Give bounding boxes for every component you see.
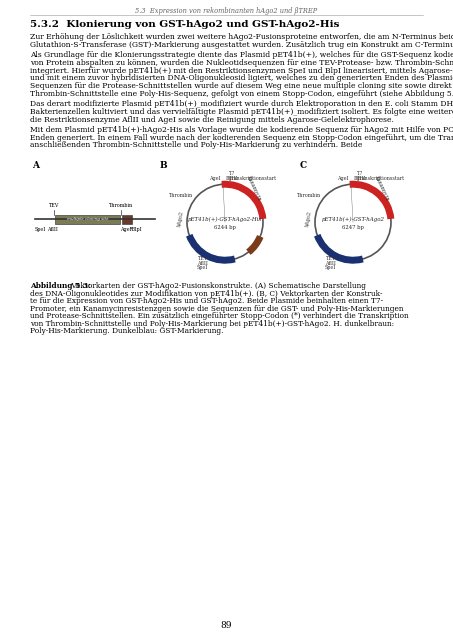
Text: B: B [160,161,168,170]
Text: Das derart modifizierte Plasmid pET41b(+)_modifiziert wurde durch Elektroporatio: Das derart modifizierte Plasmid pET41b(+… [30,100,453,108]
Text: Zur Erhöhung der Löslichkeit wurden zwei weitere hAgo2-Fusionsproteine entworfen: Zur Erhöhung der Löslichkeit wurden zwei… [30,33,453,41]
Text: von Thrombin-Schnittstelle und Poly-His-Markierung bei pET41b(+)-GST-hAgo2. H. d: von Thrombin-Schnittstelle und Poly-His-… [30,320,394,328]
Text: Thrombin: Thrombin [169,193,193,198]
Text: TEV: TEV [49,203,59,208]
Text: C: C [300,161,307,170]
Text: BglII: BglII [226,176,238,181]
Text: Transkriptionsstart: Transkriptionsstart [229,176,277,181]
Text: multiple cloning site: multiple cloning site [67,217,108,221]
Text: AflII: AflII [197,261,208,266]
Text: SpeI: SpeI [197,266,208,270]
FancyBboxPatch shape [55,214,120,224]
Text: Vektorkarten der GST-hAgo2-Fusionskonstrukte. (A) Schematische Darstellung: Vektorkarten der GST-hAgo2-Fusionskonstr… [68,282,366,290]
Text: Thrombin: Thrombin [109,203,133,208]
Text: AflII: AflII [325,261,336,266]
Text: hAgo2: hAgo2 [305,210,313,227]
Text: TEV: TEV [326,256,336,261]
Text: Glutathion-S-Transferase (GST)-Markierung ausgestattet wurden. Zusätzlich trug e: Glutathion-S-Transferase (GST)-Markierun… [30,41,453,49]
Text: SpeI: SpeI [35,227,46,232]
Text: Sequenzen für die Protease-Schnittstellen wurde auf diesem Weg eine neue multipl: Sequenzen für die Protease-Schnittstelle… [30,82,453,90]
Text: Abbildung 5.3:: Abbildung 5.3: [30,282,91,290]
Text: Thrombin-Schnittstelle eine Poly-His-Sequenz, gefolgt von einem Stopp-Codon, ein: Thrombin-Schnittstelle eine Poly-His-Seq… [30,90,453,98]
Text: AgeI: AgeI [209,176,221,181]
FancyBboxPatch shape [122,214,132,224]
Text: und mit einem zuvor hybridisierten DNA-Oligonukleosid ligiert, welches zu den ge: und mit einem zuvor hybridisierten DNA-O… [30,74,453,83]
Text: AgeI: AgeI [337,176,349,181]
Text: und Protease-Schnittstellen. Ein zusätzlich eingeführter Stopp-Codon (*) verhind: und Protease-Schnittstellen. Ein zusätzl… [30,312,409,320]
Text: BglII: BglII [354,176,366,181]
Text: 6244 bp: 6244 bp [214,225,236,230]
Text: TEV: TEV [198,256,208,261]
Text: 6247 bp: 6247 bp [342,225,364,230]
Text: *BlpI: *BlpI [130,227,143,232]
Text: integriert. Hierfür wurde pET41b(+) mit den Restriktionsenzymen SpeI und BlpI li: integriert. Hierfür wurde pET41b(+) mit … [30,67,453,74]
Text: 5.3.2  Klonierung von GST-hAgo2 und GST-hAgo2-His: 5.3.2 Klonierung von GST-hAgo2 und GST-h… [30,20,339,29]
Text: AflII: AflII [47,227,58,232]
Text: Poly-His-Markierung. Dunkelblau: GST-Markierung.: Poly-His-Markierung. Dunkelblau: GST-Mar… [30,327,223,335]
Text: Mit dem Plasmid pET41b(+)-hAgo2-His als Vorlage wurde die kodierende Sequenz für: Mit dem Plasmid pET41b(+)-hAgo2-His als … [30,126,453,134]
Text: des DNA-Oligonukleotides zur Modifikation von pET41b(+). (B, C) Vektorkarten der: des DNA-Oligonukleotides zur Modifikatio… [30,290,382,298]
Text: anschließenden Thrombin-Schnittstelle und Poly-His-Markierung zu verhindern. Bei: anschließenden Thrombin-Schnittstelle un… [30,141,362,149]
Text: pET41b(+)-GST-hAgo2: pET41b(+)-GST-hAgo2 [322,216,385,222]
Text: SpeI: SpeI [325,266,336,270]
Text: hAgo2: hAgo2 [177,210,185,227]
Text: T7: T7 [229,172,236,176]
Text: Kanamycin: Kanamycin [245,175,261,202]
Text: die Restriktionsenzyme AflII und AgeI sowie die Reinigung mittels Agarose-Gelele: die Restriktionsenzyme AflII und AgeI so… [30,116,394,124]
Text: 89: 89 [221,621,232,630]
Text: A: A [32,161,39,170]
Text: pET41b(+)-GST-hAgo2-His: pET41b(+)-GST-hAgo2-His [188,216,262,222]
Text: Kanamycin: Kanamycin [373,175,390,202]
Text: Transkriptionsstart: Transkriptionsstart [357,176,405,181]
Text: te für die Expression von GST-hAgo2-His und GST-hAgo2. Beide Plasmide beinhalten: te für die Expression von GST-hAgo2-His … [30,297,383,305]
Text: AgeI: AgeI [120,227,132,232]
Text: Als Grundlage für die Klonierungsstrategie diente das Plasmid pET41b(+), welches: Als Grundlage für die Klonierungsstrateg… [30,51,453,59]
Text: Bakterienzellen kultiviert und das vervielfältigte Plasmid pET41b(+)_modifiziert: Bakterienzellen kultiviert und das vervi… [30,108,453,116]
Text: 5.3  Expression von rekombinanten hAgo2 und βTREP: 5.3 Expression von rekombinanten hAgo2 u… [135,7,318,15]
Text: Thrombin: Thrombin [297,193,321,198]
Text: von Protein abspalten zu können, wurden die Nukleotidsequenzen für eine TEV-Prot: von Protein abspalten zu können, wurden … [30,59,453,67]
Text: Promoter, ein Kanamycinresistenzgen sowie die Sequenzen für die GST- und Poly-Hi: Promoter, ein Kanamycinresistenzgen sowi… [30,305,404,313]
Text: T7: T7 [357,172,363,176]
Text: Enden generiert. In einem Fall wurde nach der kodierenden Sequenz ein Stopp-Codo: Enden generiert. In einem Fall wurde nac… [30,134,453,141]
